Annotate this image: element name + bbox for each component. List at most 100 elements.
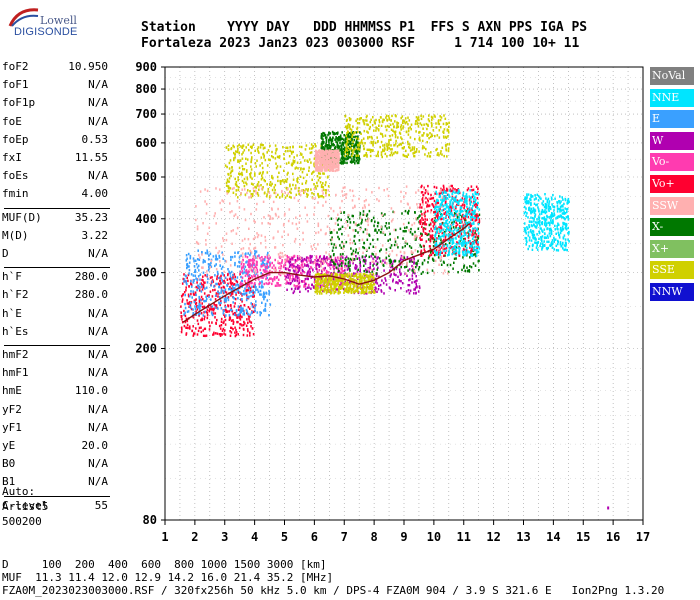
echo-point (271, 266, 274, 269)
echo-point (356, 265, 358, 268)
echo-point (317, 282, 319, 285)
echo-point (356, 121, 359, 125)
echo-point (185, 254, 188, 257)
echo-point (321, 142, 324, 145)
echo-point (237, 188, 240, 192)
echo-point (296, 279, 299, 282)
echo-point (353, 144, 356, 147)
param-label: h`F (2, 270, 22, 284)
echo-point (424, 221, 426, 224)
echo-point (307, 189, 309, 192)
echo-point (187, 310, 190, 313)
echo-point (235, 284, 237, 287)
echo-point (474, 264, 477, 267)
echo-point (405, 265, 408, 268)
echo-point (205, 299, 207, 303)
echo-point (323, 134, 326, 137)
echo-point (228, 167, 231, 170)
echo-point (254, 149, 256, 152)
param-row: M(D) 3.22 (2, 229, 108, 247)
echo-point (419, 122, 422, 125)
echo-point (461, 215, 463, 218)
echo-point (441, 188, 443, 192)
echo-point (337, 235, 339, 239)
echo-point (209, 276, 212, 279)
echo-point (234, 183, 237, 186)
echo-point (419, 222, 422, 225)
echo-point (398, 260, 401, 263)
echo-point (281, 179, 283, 183)
echo-point (250, 160, 253, 163)
echo-point (304, 287, 307, 291)
echo-point (184, 314, 187, 318)
echo-point (266, 262, 268, 266)
echo-point (234, 334, 237, 338)
echo-point (219, 303, 221, 306)
echo-point (376, 238, 379, 241)
echo-point (192, 308, 194, 311)
echo-point (425, 122, 428, 126)
echo-point (270, 155, 273, 158)
echo-point (550, 214, 552, 217)
echo-point (369, 265, 371, 268)
echo-point (392, 129, 394, 132)
echo-point (408, 284, 411, 287)
echo-point (233, 313, 236, 316)
echo-point (366, 270, 368, 273)
echo-point (377, 154, 379, 158)
echo-point (393, 268, 395, 272)
echo-point (369, 125, 371, 129)
echo-point (468, 208, 471, 211)
param-label: fmin (2, 187, 29, 201)
echo-point (341, 283, 344, 286)
echo-point (475, 213, 477, 217)
echo-point (225, 308, 227, 312)
echo-point (327, 289, 329, 292)
echo-point (253, 190, 255, 193)
echo-point (352, 278, 355, 282)
echo-point (227, 148, 230, 152)
echo-point (388, 147, 390, 150)
echo-point (254, 174, 256, 177)
echo-point (262, 170, 264, 174)
echo-point (433, 211, 435, 214)
echo-point (231, 285, 234, 288)
echo-point (238, 326, 241, 330)
echo-point (376, 225, 379, 228)
echo-point (245, 157, 247, 160)
echo-point (324, 159, 326, 162)
echo-point (346, 283, 349, 287)
echo-point (220, 307, 223, 310)
echo-point (206, 294, 209, 297)
echo-point (377, 266, 379, 269)
echo-point (346, 157, 349, 160)
echo-point (241, 173, 244, 177)
echo-point (394, 151, 397, 154)
echo-point (399, 227, 402, 230)
echo-point (274, 157, 277, 160)
echo-point (212, 309, 215, 312)
echo-point (565, 216, 568, 219)
echo-point (381, 120, 384, 124)
echo-point (368, 288, 371, 291)
echo-point (288, 265, 291, 268)
echo-point (277, 261, 279, 264)
echo-point (261, 301, 263, 304)
echo-point (565, 222, 567, 226)
echo-point (227, 190, 229, 193)
echo-point (190, 292, 192, 296)
echo-point (320, 286, 323, 289)
echo-point (283, 180, 285, 184)
echo-point (228, 180, 230, 183)
echo-point (338, 217, 340, 220)
echo-point (538, 213, 541, 216)
echo-point (331, 150, 334, 153)
echo-point (377, 150, 379, 154)
echo-point (363, 154, 365, 157)
echo-point (229, 187, 232, 190)
echo-point (357, 154, 360, 157)
echo-point (449, 263, 452, 267)
echo-point (335, 140, 337, 143)
echo-point (442, 122, 445, 126)
echo-point (298, 186, 300, 190)
